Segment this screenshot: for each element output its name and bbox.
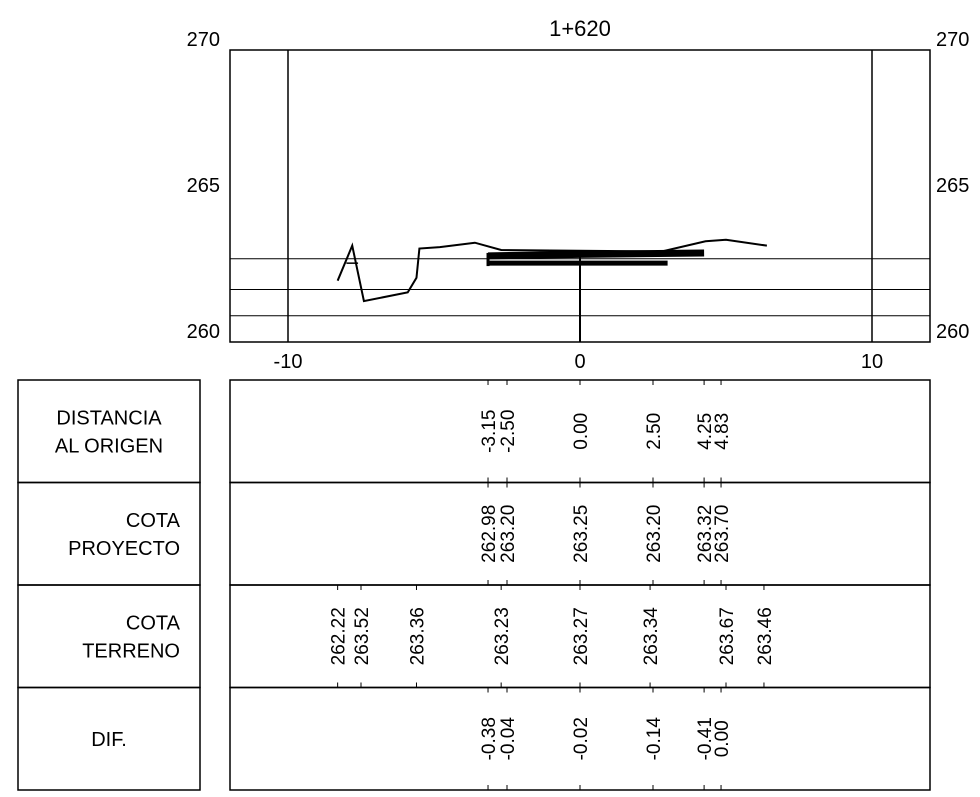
entry-value: -0.04: [498, 717, 519, 761]
entry-value: -0.14: [644, 717, 665, 761]
x-tick-label: -10: [274, 351, 303, 373]
entry-value: 0.00: [712, 720, 733, 757]
row-label-text: COTA: [126, 510, 181, 532]
entry-value: -2.50: [498, 410, 519, 453]
row-label-box: [17, 584, 201, 689]
x-tick-label: 0: [574, 351, 585, 373]
entry-value: 263.20: [644, 505, 665, 563]
entry-value: -0.38: [479, 717, 500, 760]
entry-value: 262.98: [479, 505, 500, 563]
entry-value: -3.15: [479, 410, 500, 453]
design-section: [486, 249, 705, 267]
section-title: 1+620: [549, 16, 611, 41]
y-tick-label-right: 265: [936, 175, 969, 197]
row-label-box: [17, 379, 201, 484]
entry-value: 263.34: [641, 607, 662, 666]
row-label-box: [17, 481, 201, 586]
y-tick-label-left: 265: [187, 175, 220, 197]
x-axis-ticks: -10 0 10: [274, 351, 884, 373]
y-tick-label-left: 260: [187, 321, 220, 343]
entry-value: 263.52: [352, 607, 373, 665]
data-table: DISTANCIA AL ORIGEN -3.15-2.50 0.00 2.50 4.25…: [17, 379, 931, 791]
row-label-text: DIF.: [91, 729, 127, 751]
entry-value: 263.67: [717, 607, 738, 665]
entry-value: 0.00: [571, 413, 592, 450]
y-tick-label-right: 270: [936, 29, 969, 51]
entry-value: 263.20: [498, 505, 519, 563]
y-tick-label-right: 260: [936, 321, 969, 343]
terrain-profile: [336, 238, 768, 303]
entry-value: -0.02: [571, 717, 592, 760]
entry-value: 263.36: [407, 607, 428, 665]
entry-value: 263.70: [712, 505, 733, 563]
row-label-text: AL ORIGEN: [55, 435, 163, 457]
pavement-layer: [487, 249, 705, 260]
row-label-text: TERRENO: [82, 640, 180, 662]
entry-value: 262.22: [329, 607, 350, 665]
entry-value: 4.25: [695, 413, 716, 450]
row-label-box: [17, 686, 201, 791]
row-label-text: DISTANCIA: [56, 407, 162, 429]
entry-value: 263.27: [571, 607, 592, 665]
y-axis-ticks: 270 270 265 265 260 260: [187, 29, 970, 343]
entry-value: 2.50: [644, 413, 665, 450]
row-label-text: PROYECTO: [68, 538, 180, 560]
entry-value: 263.25: [571, 505, 592, 563]
entry-value: 4.83: [712, 413, 733, 450]
row-label-text: COTA: [126, 612, 181, 634]
entry-value: -0.41: [695, 717, 716, 760]
entry-value: 263.32: [695, 505, 716, 563]
y-tick-label-left: 270: [187, 29, 220, 51]
entry-value: 263.23: [492, 607, 513, 665]
x-tick-label: 10: [861, 351, 883, 373]
entry-value: 263.46: [755, 607, 776, 665]
